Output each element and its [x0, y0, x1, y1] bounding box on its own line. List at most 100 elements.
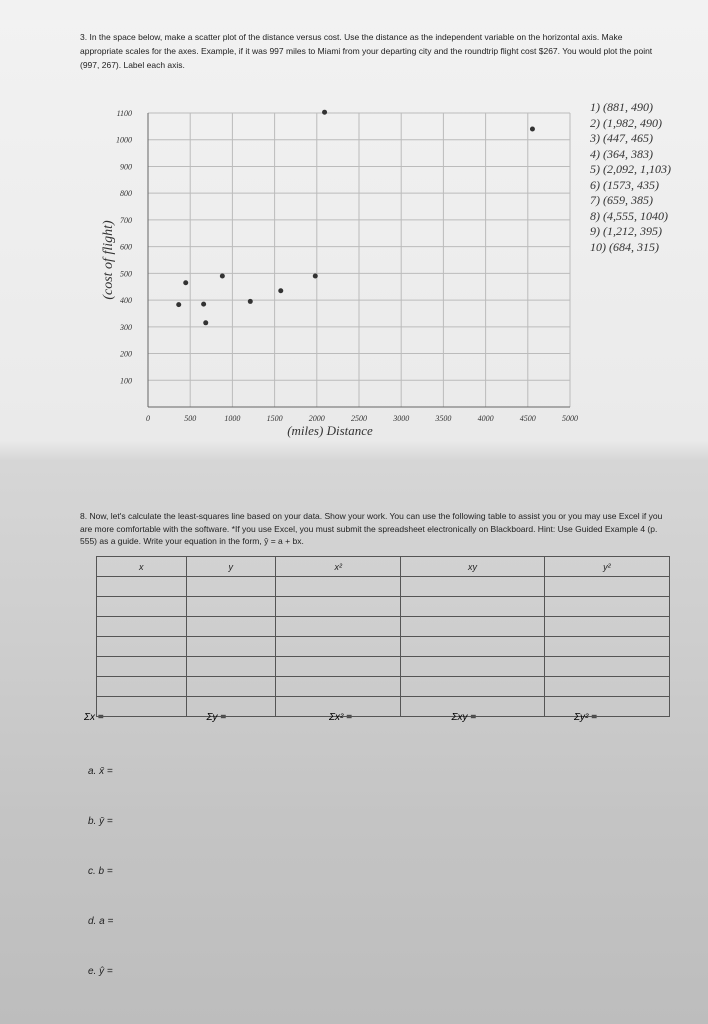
x-tick-label: 4000	[478, 414, 494, 423]
cell	[400, 576, 545, 597]
point-list: 1) (881, 490) 2) (1,982, 490) 3) (447, 465…	[590, 100, 671, 255]
header-cell: xy	[400, 556, 545, 577]
question-3: 3. In the space below, make a scatter pl…	[80, 30, 660, 72]
cell	[96, 616, 187, 637]
q-number: 8.	[80, 511, 88, 521]
cell	[275, 696, 402, 717]
x-axis-label: (miles) Distance	[287, 423, 373, 438]
table-row	[96, 576, 671, 597]
cell	[96, 676, 187, 697]
y-axis-label: (cost of flight)	[101, 220, 116, 300]
q-number: 3.	[80, 32, 88, 42]
item: b. ȳ =	[88, 816, 113, 827]
x-tick-label: 3500	[434, 414, 451, 423]
point-entry: 5) (2,092, 1,103)	[590, 162, 671, 176]
cell	[185, 656, 277, 677]
table-row	[96, 616, 671, 637]
point-entry: 7) (659, 385)	[590, 193, 653, 207]
sums-row: Σx = Σy = Σx² = Σxy = Σy² =	[84, 712, 674, 723]
y-tick-label: 800	[120, 189, 132, 198]
data-point	[278, 288, 284, 294]
cell	[185, 636, 277, 657]
cell	[96, 656, 187, 677]
y-tick-label: 900	[120, 162, 132, 171]
data-point	[219, 273, 225, 279]
sum-cell: Σx =	[84, 712, 104, 723]
y-tick-label: 1100	[117, 109, 132, 118]
y-tick-label: 400	[120, 296, 132, 305]
y-tick-label: 200	[120, 350, 132, 359]
point-entry: 2) (1,982, 490)	[590, 115, 662, 130]
data-point	[312, 273, 318, 279]
table-row	[96, 636, 671, 657]
x-tick-label: 2000	[309, 414, 325, 423]
table-row	[96, 676, 671, 697]
cell	[543, 696, 671, 717]
cell	[400, 636, 545, 657]
x-tick-label: 5000	[562, 414, 578, 423]
point-entry: 4) (364, 383)	[590, 146, 653, 161]
x-tick-label: 3000	[392, 414, 409, 423]
y-tick-label: 300	[119, 323, 132, 332]
q-text: In the space below, make a scatter plot …	[80, 32, 653, 70]
sum-cell: Σy² =	[574, 712, 597, 723]
cell	[96, 636, 187, 657]
cell	[185, 596, 277, 617]
table-row	[96, 656, 671, 677]
cell	[543, 656, 671, 677]
data-point	[201, 301, 207, 307]
point-entry: 8) (4,555, 1040)	[590, 208, 668, 223]
data-point	[247, 298, 253, 304]
x-tick-label: 2500	[351, 414, 367, 423]
y-tick-label: 1000	[116, 136, 132, 145]
cell	[96, 576, 187, 597]
cell	[275, 576, 402, 597]
header-row: x y x² xy y²	[96, 556, 671, 577]
cell	[185, 676, 277, 697]
point-entry: 10) (684, 315)	[590, 239, 659, 254]
point-entry: 3) (447, 465)	[590, 131, 653, 145]
data-point	[183, 280, 189, 286]
sum-cell: Σxy =	[451, 712, 477, 723]
item: c. b =	[88, 866, 113, 877]
sums-table: x y x² xy y²	[96, 556, 671, 717]
table-row	[96, 596, 671, 617]
cell	[543, 636, 671, 657]
point-entry: 1) (881, 490)	[590, 100, 653, 114]
item: a. x̄ =	[88, 766, 113, 777]
sum-cell: Σx² =	[329, 712, 352, 723]
cell	[543, 616, 671, 637]
cell	[400, 656, 545, 677]
cell	[543, 576, 671, 597]
data-point	[203, 320, 209, 326]
cell	[96, 596, 187, 617]
cell	[275, 676, 402, 697]
x-tick-label: 4500	[520, 414, 536, 423]
point-entry: 6) (1573, 435)	[590, 177, 659, 192]
y-tick-label: 100	[120, 376, 132, 385]
items: a. x̄ = b. ȳ = c. b = d. a = e. ŷ =	[88, 765, 113, 1015]
cell	[400, 596, 545, 617]
item: e. ŷ =	[88, 966, 113, 977]
x-tick-label: 1000	[224, 414, 240, 423]
x-tick-label: 1500	[267, 414, 283, 423]
x-tick-label: 500	[184, 414, 196, 423]
header-cell: x	[96, 556, 187, 577]
data-point	[529, 126, 535, 132]
q-text: Now, let's calculate the least-squares l…	[80, 511, 663, 546]
header-cell: y²	[543, 556, 671, 577]
cell	[275, 616, 402, 637]
table-row	[96, 696, 671, 717]
y-tick-label: 500	[120, 269, 132, 278]
item: d. a =	[88, 916, 114, 927]
cell	[543, 596, 671, 617]
header-cell: x²	[275, 556, 402, 577]
cell	[400, 616, 545, 637]
scatter-plot: 0 500 1000 1500 2000 2500 3000 3500 4000 4500 5000…	[101, 109, 578, 438]
cell	[275, 596, 402, 617]
header-cell: y	[185, 556, 277, 577]
cell	[275, 636, 402, 657]
data-point	[176, 302, 182, 308]
data-point	[322, 109, 328, 115]
